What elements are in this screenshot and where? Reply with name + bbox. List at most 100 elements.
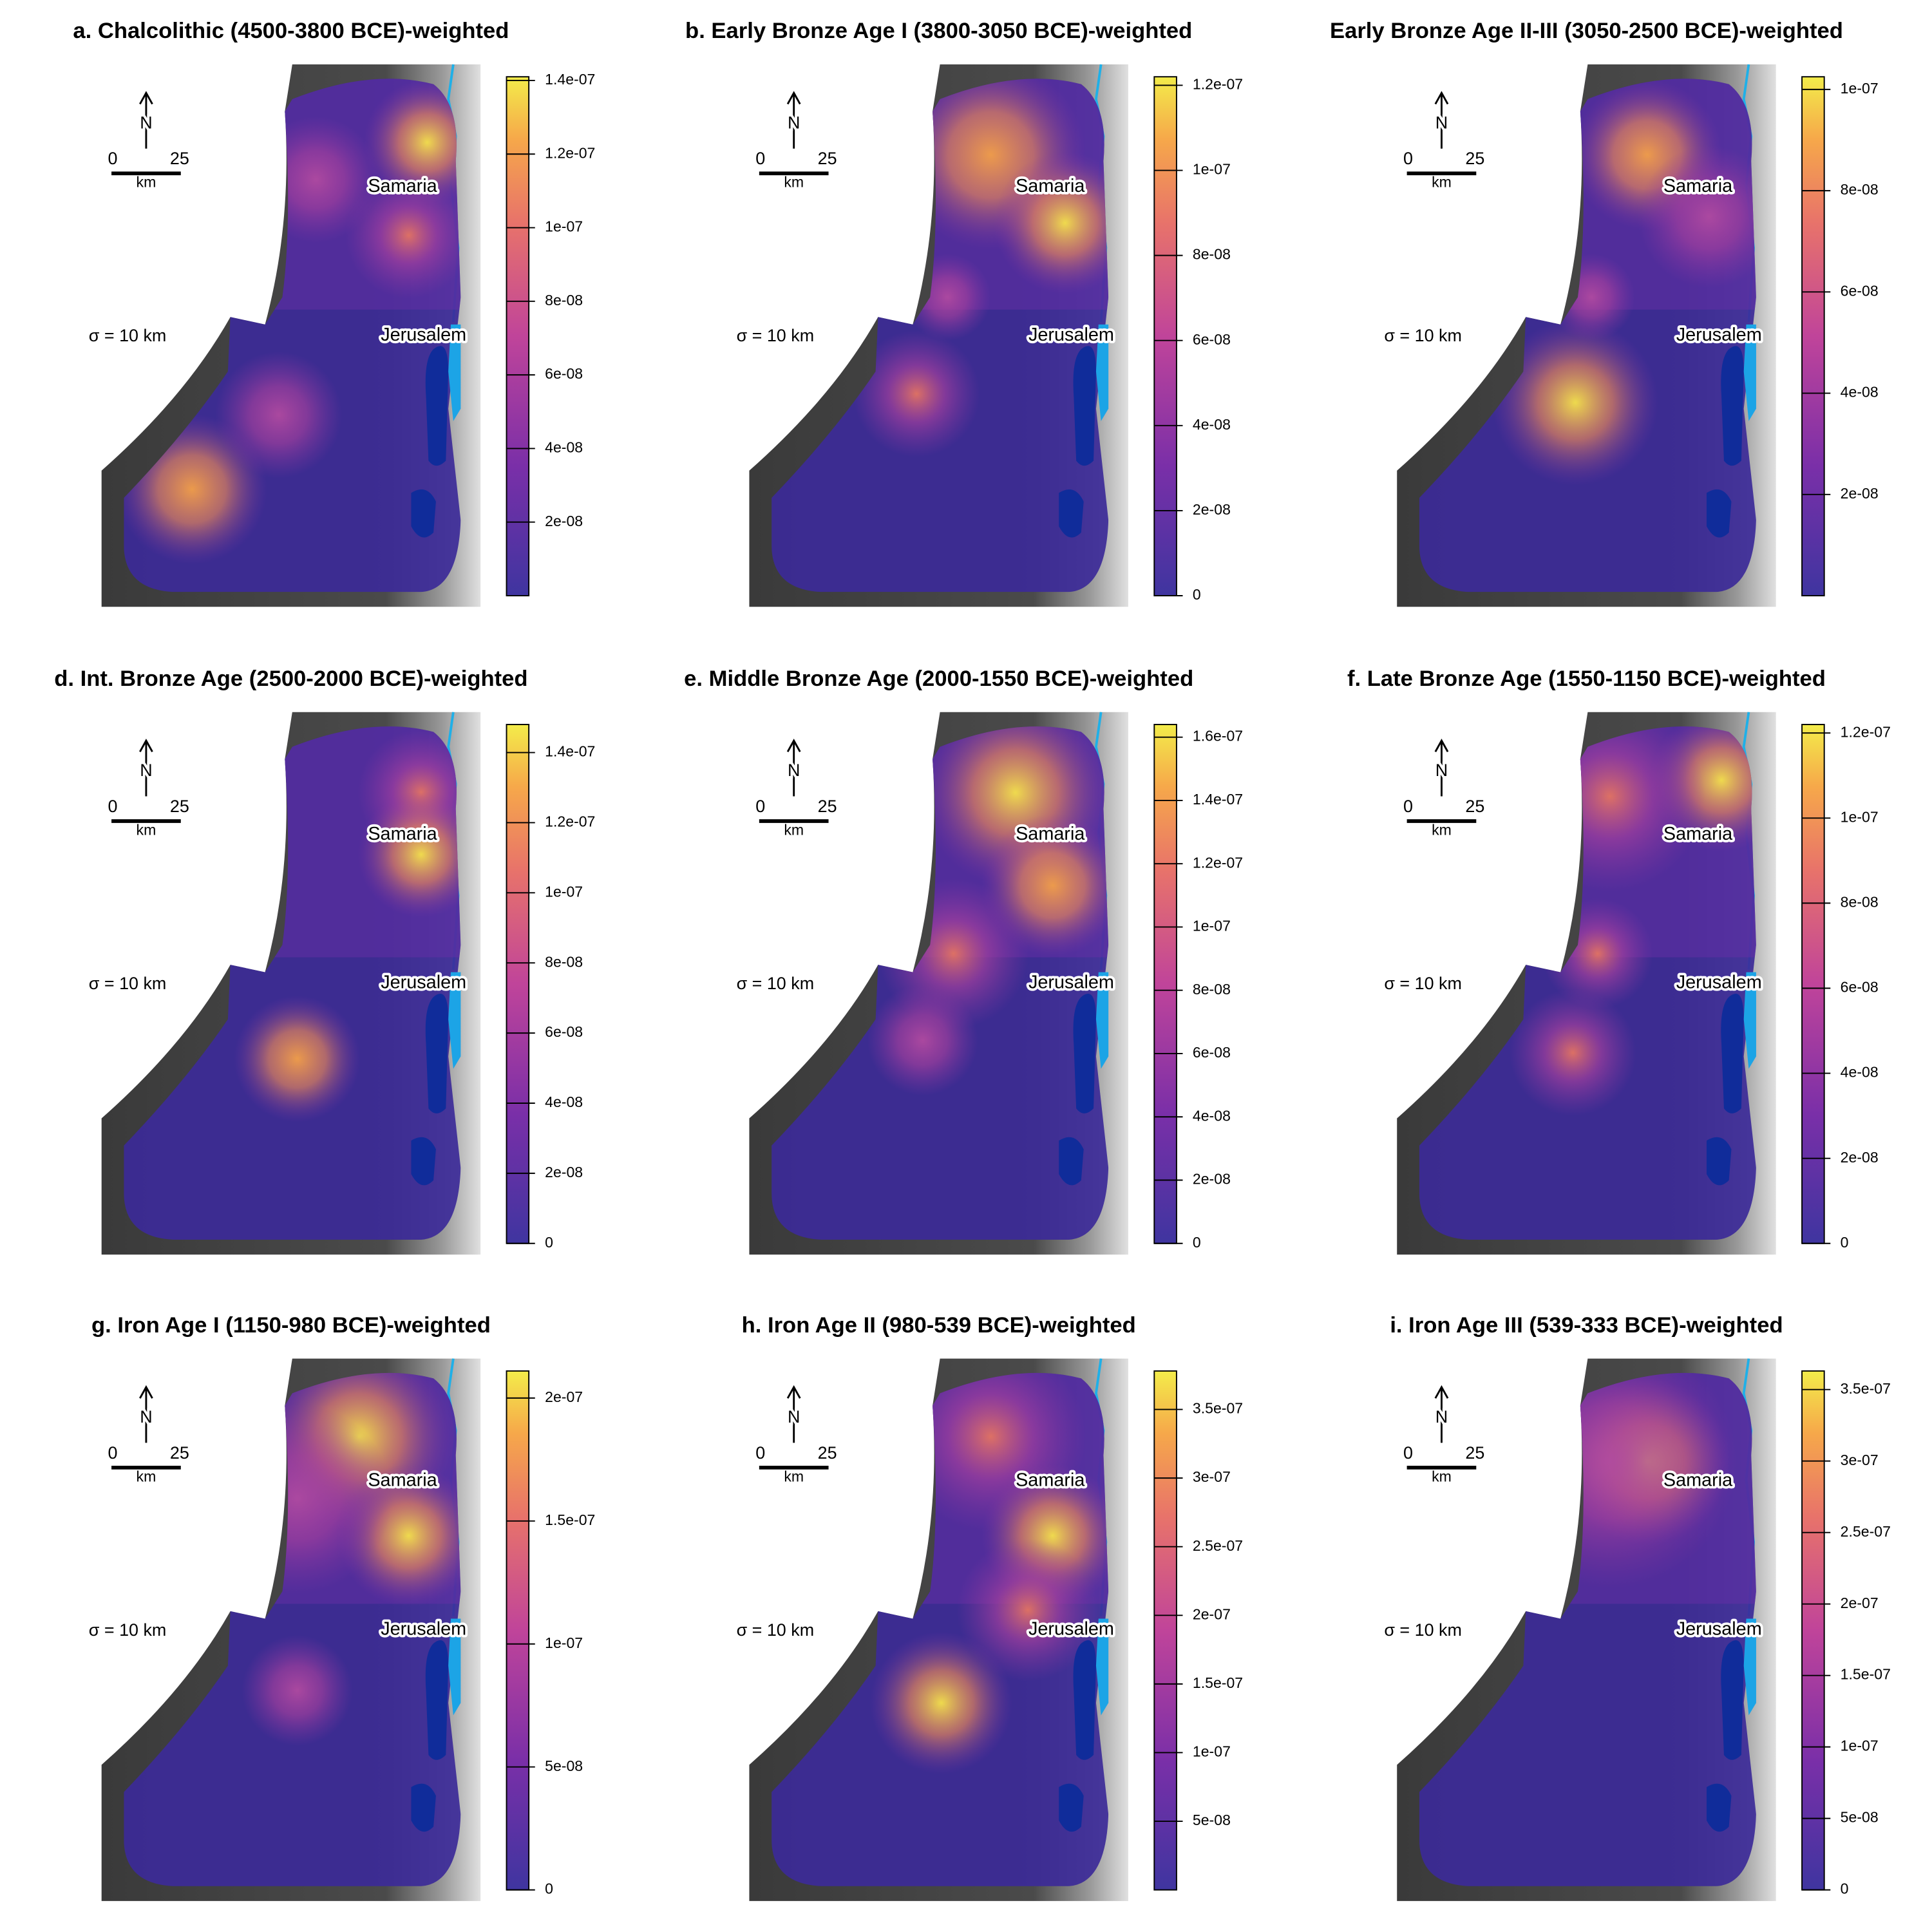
sigma-label: σ = 10 km bbox=[737, 326, 815, 345]
hotspot bbox=[1492, 319, 1659, 486]
colorbar bbox=[506, 1370, 530, 1891]
colorbar-tick-label: 8e-08 bbox=[545, 953, 583, 970]
place-label: Jerusalem bbox=[381, 1618, 466, 1639]
lake bbox=[411, 1783, 436, 1832]
dead-sea bbox=[1743, 324, 1756, 421]
colorbar-tick-label: 8e-08 bbox=[1841, 181, 1879, 198]
hotspot bbox=[202, 1403, 393, 1594]
place-label: Jerusalem bbox=[1676, 325, 1762, 345]
north-label: N bbox=[1435, 113, 1448, 132]
colorbar-tick-label: 3e-07 bbox=[1841, 1452, 1879, 1468]
north-arrowhead bbox=[1434, 91, 1449, 105]
place-label: Samaria bbox=[1016, 824, 1085, 844]
panel-title: i. Iron Age III (539-333 BCE)-weighted bbox=[1390, 1313, 1783, 1338]
colorbar-tick-label: 0 bbox=[1193, 586, 1201, 603]
colorbar-tick-label: 2e-08 bbox=[1841, 1149, 1879, 1166]
hotspot bbox=[345, 171, 461, 299]
hotspot bbox=[904, 253, 991, 341]
scale-label: 0 bbox=[1403, 149, 1413, 168]
colorbar bbox=[1153, 76, 1177, 596]
colorbar-tick-label: 5e-08 bbox=[545, 1757, 583, 1774]
north-label: N bbox=[1435, 761, 1448, 780]
place-label: Samaria bbox=[1016, 1470, 1085, 1491]
north-arrowhead bbox=[139, 739, 153, 753]
dead-sea-shore bbox=[1073, 994, 1096, 1113]
scale-label: 0 bbox=[108, 797, 118, 816]
colorbar-tick-label: 1.5e-07 bbox=[545, 1511, 595, 1528]
place-label: Samaria bbox=[368, 1470, 437, 1491]
panel-title: d. Int. Bronze Age (2500-2000 BCE)-weigh… bbox=[54, 667, 527, 691]
sigma-label: σ = 10 km bbox=[737, 974, 815, 993]
panel-title: f. Late Bronze Age (1550-1150 BCE)-weigh… bbox=[1347, 667, 1826, 691]
sigma-label: σ = 10 km bbox=[89, 1620, 167, 1640]
colorbar-tick-label: 1.2e-07 bbox=[545, 813, 595, 830]
scale-label: 25 bbox=[1465, 1443, 1484, 1463]
dead-sea bbox=[1095, 972, 1109, 1069]
north-label: N bbox=[140, 113, 152, 132]
hotspot bbox=[853, 330, 980, 457]
place-label: Samaria bbox=[1663, 824, 1733, 844]
colorbar-tick-label: 5e-08 bbox=[1841, 1809, 1879, 1826]
north-arrowhead bbox=[139, 1385, 153, 1399]
panel-title: h. Iron Age II (980-539 BCE)-weighted bbox=[742, 1313, 1136, 1338]
scale-label: 0 bbox=[755, 1443, 765, 1463]
colorbar bbox=[506, 76, 530, 596]
scale-label: 0 bbox=[108, 149, 118, 168]
map-panel: i. Iron Age III (539-333 BCE)-weighted Sa… bbox=[1384, 1313, 1891, 1901]
colorbar-tick-label: 6e-08 bbox=[1841, 282, 1879, 299]
scale-label: 0 bbox=[1403, 1443, 1413, 1463]
hotspot bbox=[1638, 145, 1756, 289]
scale-unit: km bbox=[784, 821, 804, 838]
colorbar-tick-label: 4e-08 bbox=[1841, 1064, 1879, 1081]
colorbar bbox=[1153, 1370, 1177, 1891]
place-label: Samaria bbox=[368, 176, 437, 196]
map-panel: b. Early Bronze Age I (3800-3050 BCE)-we… bbox=[685, 19, 1243, 607]
colorbar-tick-label: 0 bbox=[1841, 1880, 1849, 1897]
colorbar bbox=[1153, 724, 1177, 1244]
north-label: N bbox=[788, 1407, 800, 1426]
colorbar-tick-label: 0 bbox=[1841, 1234, 1849, 1251]
hotspot bbox=[357, 791, 461, 918]
place-label: Jerusalem bbox=[381, 325, 466, 345]
north-arrowhead bbox=[786, 91, 801, 105]
colorbar-tick-label: 0 bbox=[1193, 1234, 1201, 1251]
colorbar-tick-label: 5e-08 bbox=[1193, 1812, 1231, 1828]
scale-label: 25 bbox=[818, 797, 837, 816]
colorbar-tick-label: 1e-07 bbox=[545, 1634, 583, 1651]
scale-unit: km bbox=[784, 174, 804, 191]
hotspot bbox=[869, 1631, 1013, 1774]
colorbar-tick-label: 1.2e-07 bbox=[1193, 76, 1243, 93]
colorbar-tick-label: 2e-07 bbox=[545, 1388, 583, 1405]
colorbar-tick-label: 1.5e-07 bbox=[1193, 1674, 1243, 1691]
colorbar-tick-label: 6e-08 bbox=[545, 365, 583, 382]
colorbar-tick-label: 8e-08 bbox=[1193, 246, 1231, 263]
colorbar-tick-label: 3.5e-07 bbox=[1193, 1400, 1243, 1417]
panel-title: Early Bronze Age II-III (3050-2500 BCE)-… bbox=[1330, 19, 1843, 43]
dead-sea-shore bbox=[425, 994, 449, 1113]
scale-unit: km bbox=[137, 174, 156, 191]
colorbar-tick-label: 1e-07 bbox=[1193, 1743, 1231, 1760]
north-arrowhead bbox=[1434, 1385, 1449, 1399]
dead-sea bbox=[448, 324, 461, 421]
colorbar-tick-label: 1e-07 bbox=[545, 883, 583, 900]
scale-label: 25 bbox=[170, 797, 189, 816]
colorbar-tick-label: 0 bbox=[545, 1880, 553, 1897]
scale-unit: km bbox=[137, 1468, 156, 1484]
colorbar-tick-label: 1.5e-07 bbox=[1841, 1666, 1891, 1683]
north-label: N bbox=[1435, 1407, 1448, 1426]
dead-sea-shore bbox=[1721, 1640, 1744, 1760]
colorbar-tick-label: 2e-08 bbox=[1193, 501, 1231, 518]
colorbar-tick-label: 1.2e-07 bbox=[1193, 854, 1243, 871]
sigma-label: σ = 10 km bbox=[1384, 1620, 1462, 1640]
colorbar-tick-label: 1e-07 bbox=[1841, 808, 1879, 825]
colorbar-tick-label: 4e-08 bbox=[1841, 384, 1879, 401]
lake bbox=[1059, 1137, 1084, 1186]
map-panel: f. Late Bronze Age (1550-1150 BCE)-weigh… bbox=[1347, 667, 1891, 1255]
colorbar-tick-label: 1.2e-07 bbox=[1841, 723, 1891, 740]
sigma-label: σ = 10 km bbox=[89, 326, 167, 345]
dead-sea bbox=[448, 1618, 461, 1716]
colorbar-tick-label: 2e-07 bbox=[1841, 1595, 1879, 1611]
dead-sea-shore bbox=[1073, 1640, 1096, 1760]
panel-title: g. Iron Age I (1150-980 BCE)-weighted bbox=[91, 1313, 491, 1338]
scale-label: 25 bbox=[1465, 797, 1484, 816]
